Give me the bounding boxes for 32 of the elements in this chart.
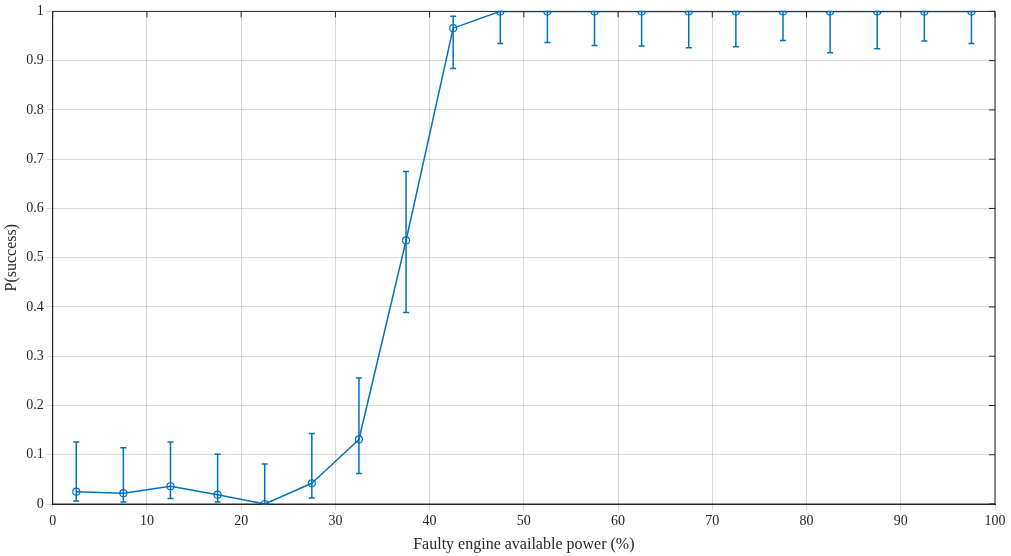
point bbox=[213, 490, 222, 499]
y-axis-title: P(success) bbox=[1, 223, 20, 292]
x-axis-title: Faulty engine available power (%) bbox=[413, 534, 635, 553]
x-tick-label: 100 bbox=[984, 513, 1006, 529]
x-tick-label: 30 bbox=[328, 513, 343, 529]
y-tick-label: 1 bbox=[36, 3, 44, 19]
point bbox=[119, 489, 128, 498]
y-tick-label: 0.1 bbox=[26, 446, 44, 462]
x-tick-label: 70 bbox=[705, 513, 720, 529]
y-tick-label: 0.9 bbox=[26, 52, 44, 68]
point bbox=[449, 24, 458, 33]
point bbox=[401, 236, 411, 245]
y-tick-label: 0.8 bbox=[26, 101, 44, 117]
x-tick-label: 10 bbox=[139, 513, 154, 529]
y-tick-label: 0.2 bbox=[26, 397, 44, 413]
x-tick-label: 20 bbox=[234, 513, 249, 529]
y-tick-label: 0 bbox=[36, 495, 44, 511]
x-tick-label: 0 bbox=[49, 513, 57, 529]
x-tick-label: 60 bbox=[611, 513, 626, 529]
point bbox=[72, 487, 81, 496]
point bbox=[166, 482, 175, 491]
x-tick-label: 80 bbox=[799, 513, 814, 529]
x-tick-label: 90 bbox=[893, 513, 908, 529]
x-tick-label: 40 bbox=[422, 513, 437, 529]
y-tick-label: 0.5 bbox=[26, 249, 44, 265]
y-tick-label: 0.6 bbox=[26, 200, 44, 216]
y-tick-label: 0.7 bbox=[26, 150, 44, 166]
y-tick-label: 0.3 bbox=[26, 347, 44, 363]
y-tick-label: 0.4 bbox=[26, 298, 44, 314]
point bbox=[354, 435, 364, 444]
x-tick-label: 50 bbox=[516, 513, 531, 529]
point bbox=[307, 479, 316, 488]
